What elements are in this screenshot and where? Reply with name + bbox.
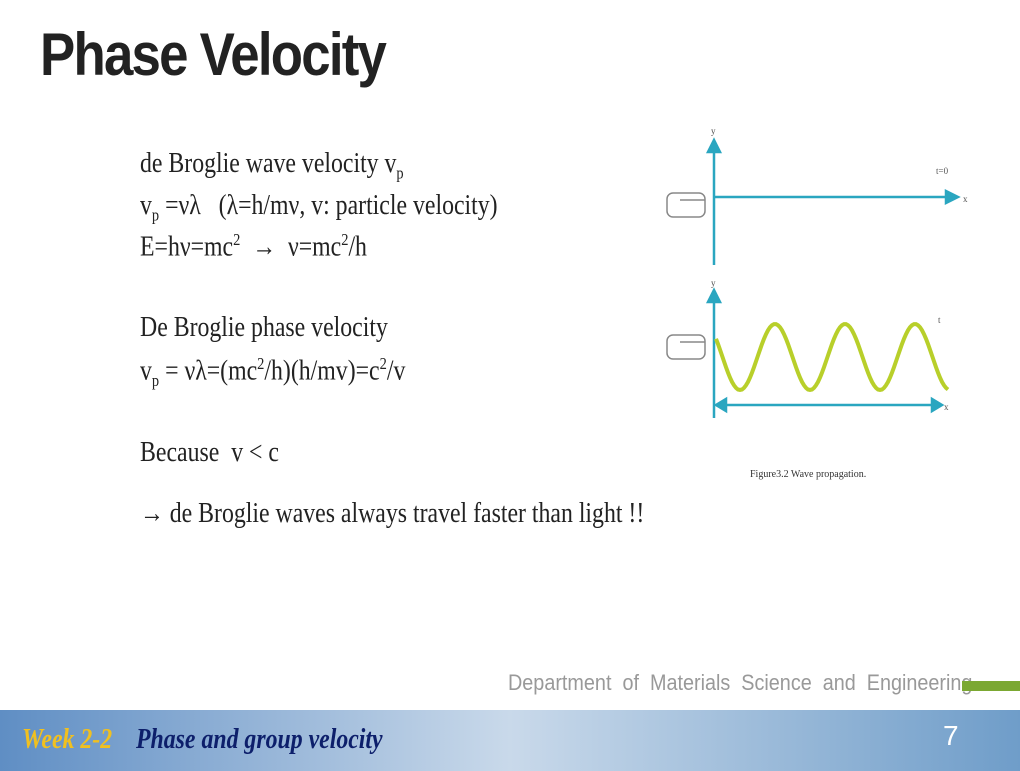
superscript: 2 [341, 230, 349, 249]
text: /h [348, 231, 367, 263]
figure: y x t=0 y x t Figure3.2 Wave propagation… [666, 126, 968, 480]
body-line: → de Broglie waves always travel faster … [140, 498, 644, 530]
hand-icon [666, 334, 706, 360]
week-label: Week 2-2 [22, 724, 113, 755]
text: E=hν=mc [140, 231, 234, 263]
department: Department of Materials Science and Engi… [508, 670, 973, 695]
subscript: p [151, 370, 160, 390]
text: /h)(h/mv)=c [264, 355, 380, 387]
topic-label: Phase and group velocity [136, 724, 383, 755]
subscript: p [396, 163, 404, 183]
text: De Broglie phase velocity [140, 312, 388, 343]
axis-label: x [944, 402, 949, 412]
body-line: de Broglie wave velocity vp [140, 148, 404, 184]
time-label: t [938, 315, 941, 325]
hand-icon [666, 192, 706, 218]
text: Because v < c [140, 437, 279, 468]
body-line: E=hν=mc2 → ν=mc2/h [140, 230, 367, 263]
superscript: 2 [233, 230, 241, 249]
arrow [713, 396, 728, 414]
bottom-axes [705, 287, 945, 418]
axis-label: x [963, 194, 968, 204]
arrow [944, 188, 961, 206]
arrow [705, 137, 723, 154]
time-label: t=0 [936, 166, 949, 176]
footer-band [0, 710, 1020, 771]
wave [714, 322, 950, 393]
text: = νλ=(mc [159, 355, 258, 387]
accent-bar [962, 681, 1020, 691]
text: =νλ (λ=h/mν, v: particle velocity) [159, 190, 498, 221]
superscript: 2 [257, 354, 265, 373]
axis-label: y [711, 126, 716, 136]
superscript: 2 [379, 354, 387, 373]
text: /v [386, 355, 406, 387]
top-axes [705, 137, 961, 265]
subscript: p [151, 205, 160, 225]
text: de Broglie wave velocity v [140, 148, 397, 179]
arrow [930, 396, 945, 414]
body-line: Because v < c [140, 437, 279, 469]
page-number: 7 [943, 720, 959, 751]
body-line: vp =νλ (λ=h/mν, v: particle velocity) [140, 190, 498, 226]
body-line: De Broglie phase velocity [140, 312, 388, 344]
body-line: vp = νλ=(mc2/h)(h/mv)=c2/v [140, 354, 405, 391]
hand [666, 192, 706, 218]
hand [666, 334, 706, 360]
slide-title: Phase Velocity [40, 21, 387, 88]
arrow [705, 287, 723, 304]
axis-label: y [711, 278, 716, 288]
text: v [140, 190, 152, 221]
text: v [140, 355, 152, 387]
figure-caption: Figure3.2 Wave propagation. [750, 469, 866, 480]
text: → ν=mc [240, 231, 342, 263]
text: → de Broglie waves always travel faster … [140, 498, 645, 529]
